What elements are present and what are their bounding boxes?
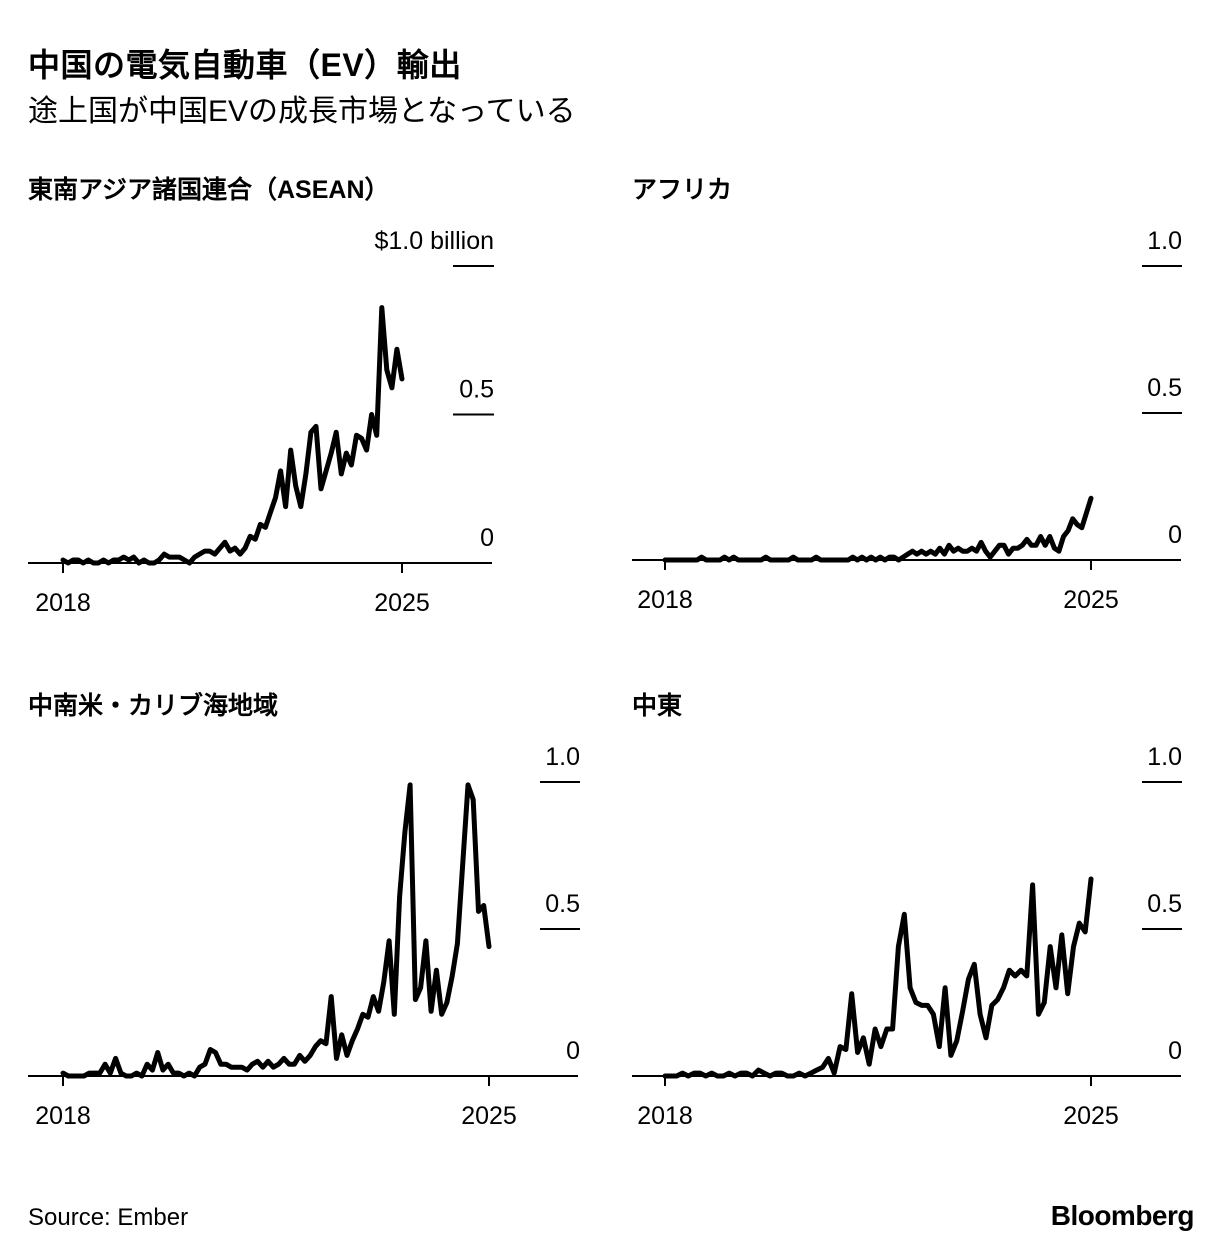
source-note: Source: Ember	[28, 1204, 189, 1231]
panel-title-asean: 東南アジア諸国連合（ASEAN）	[28, 176, 390, 204]
chart-panel-africa: 1.0 0.5 0 2018 2025	[632, 227, 1182, 614]
latam-ytick-label-1: 0.5	[545, 890, 580, 918]
latam-xtick-label-1: 2025	[461, 1102, 517, 1130]
middle-east-series-line	[662, 876, 1094, 1079]
asean-ytick-label-1: 0.5	[459, 376, 494, 404]
latam-ytick-label-2: 0	[566, 1037, 580, 1065]
chart-title: 中国の電気自動車（EV）輸出	[28, 47, 462, 83]
asean-xtick-label-0: 2018	[35, 589, 91, 617]
panel-title-middle-east: 中東	[632, 692, 683, 720]
middle-east-ytick-label-2: 0	[1168, 1037, 1182, 1065]
africa-ytick-label-1: 0.5	[1147, 374, 1182, 402]
middle-east-xtick-label-0: 2018	[637, 1102, 693, 1130]
asean-ytick-label-0: $1.0 billion	[374, 227, 494, 255]
middle-east-ytick-label-0: 1.0	[1147, 743, 1182, 771]
chart-panel-middle-east: 1.0 0.5 0 2018 2025	[632, 743, 1182, 1130]
chart-subtitle: 途上国が中国EVの成長市場となっている	[28, 95, 576, 128]
latam-series-line	[60, 782, 492, 1079]
asean-xtick-label-1: 2025	[374, 589, 430, 617]
chart-panel-asean: $1.0 billion 0.5 0 2018 2025	[28, 227, 494, 617]
latam-ytick-label-0: 1.0	[545, 743, 580, 771]
africa-series-line	[662, 495, 1094, 563]
bloomberg-logo: Bloomberg	[1050, 1200, 1195, 1231]
middle-east-ytick-label-1: 0.5	[1147, 890, 1182, 918]
africa-xtick-label-0: 2018	[637, 586, 693, 614]
africa-ytick-label-2: 0	[1168, 521, 1182, 549]
asean-series-line	[60, 305, 405, 566]
chart-panel-latam: 1.0 0.5 0 2018 2025	[28, 743, 580, 1130]
africa-ytick-label-0: 1.0	[1147, 227, 1182, 255]
africa-xtick-label-1: 2025	[1063, 586, 1119, 614]
middle-east-xtick-label-1: 2025	[1063, 1102, 1119, 1130]
asean-ytick-label-2: 0	[480, 524, 494, 552]
panel-title-africa: アフリカ	[632, 176, 733, 204]
latam-xtick-label-0: 2018	[35, 1102, 91, 1130]
panel-title-latam: 中南米・カリブ海地域	[28, 692, 279, 720]
